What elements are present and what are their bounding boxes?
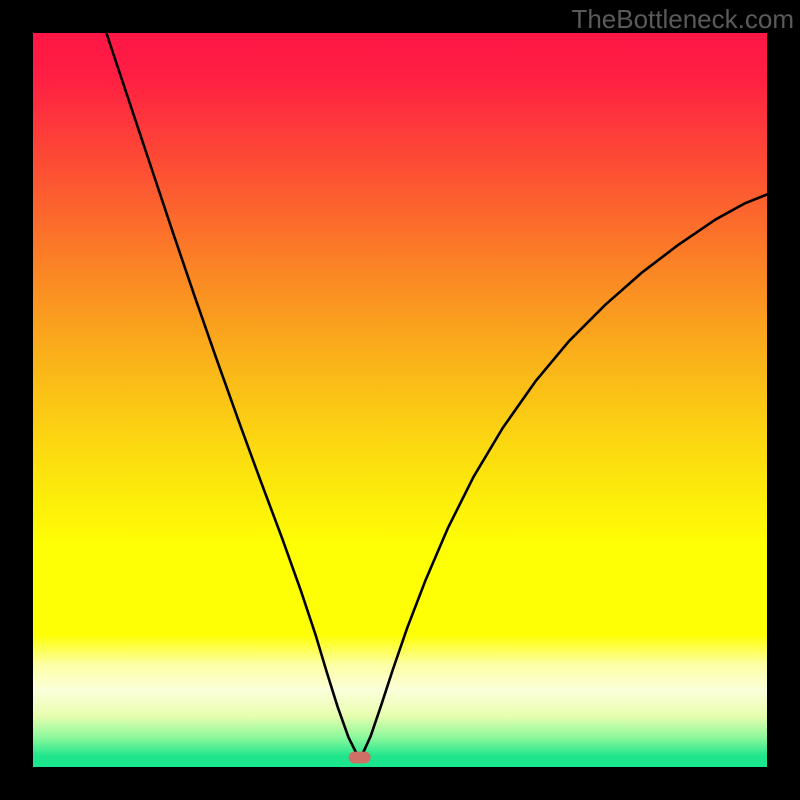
minimum-marker <box>349 752 371 764</box>
bottleneck-chart <box>0 0 800 800</box>
chart-container: TheBottleneck.com <box>0 0 800 800</box>
watermark-text: TheBottleneck.com <box>571 4 794 35</box>
